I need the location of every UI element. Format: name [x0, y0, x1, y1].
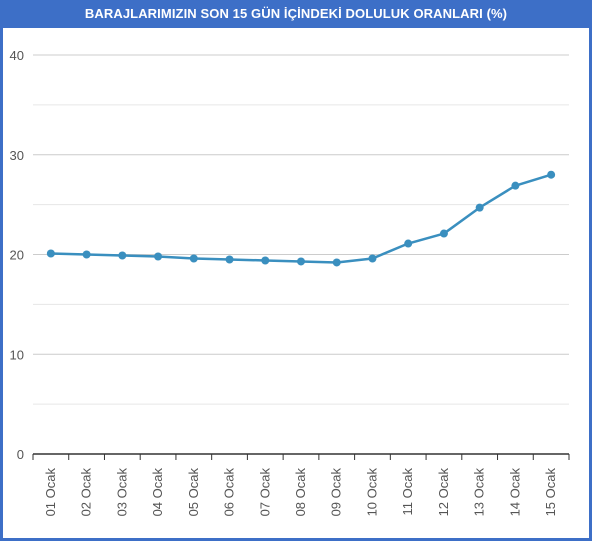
y-tick-label: 0	[17, 447, 24, 462]
y-tick-label: 20	[10, 248, 24, 263]
y-tick-label: 40	[10, 48, 24, 63]
x-tick-label: 03 Ocak	[114, 468, 129, 517]
data-point[interactable]	[511, 181, 520, 190]
data-point[interactable]	[46, 249, 55, 258]
data-point[interactable]	[475, 203, 484, 212]
x-tick-label: 12 Ocak	[436, 468, 451, 517]
x-axis-tick-labels: 01 Ocak 02 Ocak 03 Ocak 04 Ocak 05 Ocak 06 Oc…	[43, 468, 558, 517]
data-point[interactable]	[439, 229, 448, 238]
x-tick-label: 07 Ocak	[257, 468, 272, 517]
x-tick-label: 14 Ocak	[507, 468, 522, 517]
x-tick-label: 10 Ocak	[364, 468, 379, 517]
y-axis-tick-labels: 0 10 20 30 40	[10, 48, 24, 462]
series-line-group	[46, 170, 556, 267]
data-point[interactable]	[332, 258, 341, 267]
data-point[interactable]	[82, 250, 91, 259]
data-point[interactable]	[547, 170, 556, 179]
data-point[interactable]	[225, 255, 234, 264]
x-tick-label: 02 Ocak	[79, 468, 94, 517]
x-axis	[32, 453, 570, 460]
y-tick-label: 30	[10, 148, 24, 163]
x-tick-label: 04 Ocak	[150, 468, 165, 517]
data-point[interactable]	[261, 256, 270, 265]
x-tick-label: 09 Ocak	[329, 468, 344, 517]
data-point[interactable]	[368, 254, 377, 263]
grid-lines	[33, 54, 569, 405]
x-tick-label: 05 Ocak	[186, 468, 201, 517]
series-line	[50, 173, 552, 264]
data-point[interactable]	[297, 257, 305, 266]
x-tick-label: 11 Ocak	[400, 468, 415, 516]
x-tick-label: 13 Ocak	[472, 468, 487, 517]
x-tick-label: 08 Ocak	[293, 468, 308, 517]
data-point[interactable]	[154, 252, 163, 261]
data-point[interactable]	[118, 251, 127, 260]
y-tick-label: 10	[10, 347, 24, 362]
x-tick-label: 15 Ocak	[543, 468, 558, 517]
x-tick-label: 06 Ocak	[222, 468, 237, 517]
data-point[interactable]	[189, 254, 198, 263]
chart-title: BARAJLARIMIZIN SON 15 GÜN İÇİNDEKİ DOLUL…	[0, 0, 592, 28]
data-point[interactable]	[404, 239, 413, 248]
x-tick-label: 01 Ocak	[43, 468, 58, 517]
